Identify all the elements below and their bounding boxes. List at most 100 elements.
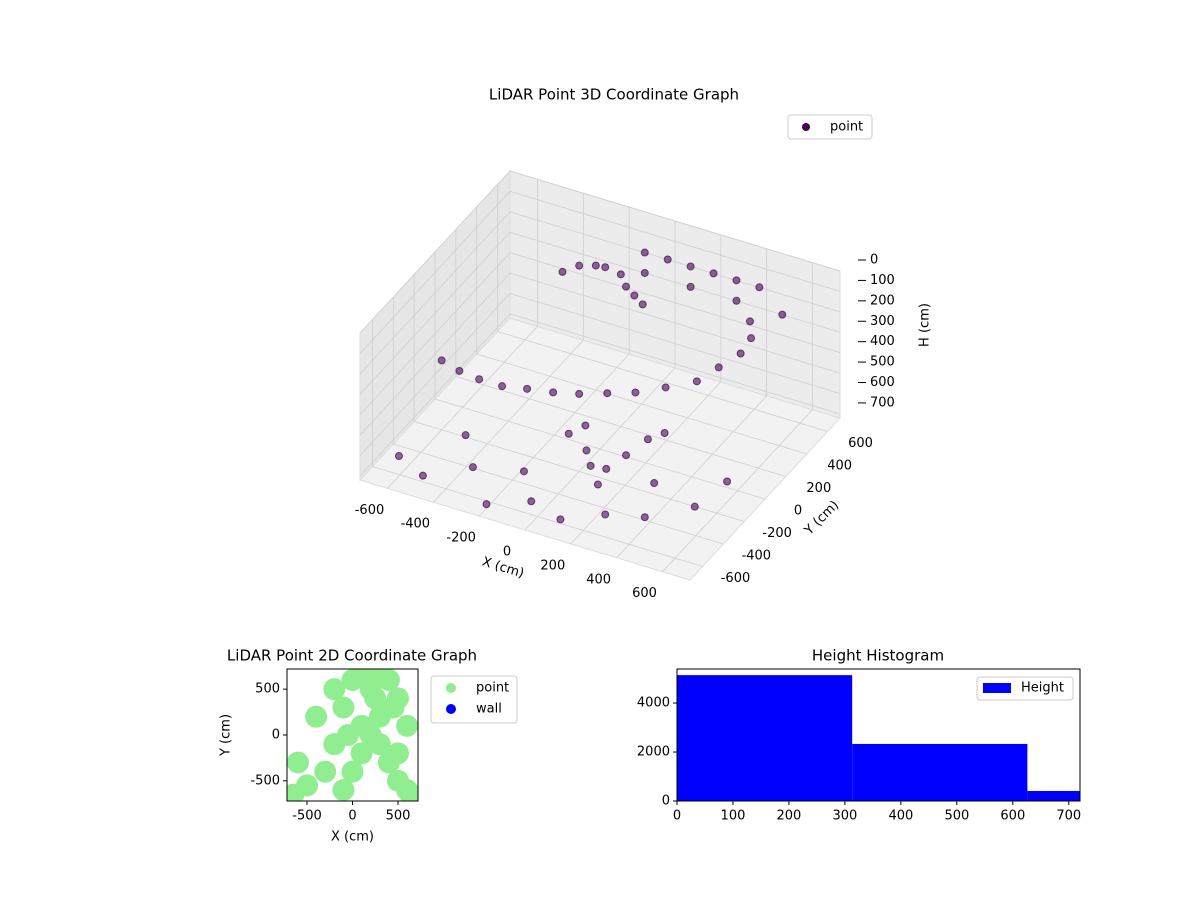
grid-line [359,313,511,477]
data-point [736,349,745,358]
data-point [332,696,355,719]
legend-box [787,114,873,140]
legend-marker [446,704,456,714]
data-point [586,461,595,470]
z-tick-label: 100 [870,273,895,288]
data-point [602,464,611,473]
data-point [638,300,647,309]
data-point [640,248,649,257]
data-point [732,276,741,285]
legend-marker [446,683,456,693]
data-point [723,477,732,486]
grid-line [509,211,841,313]
data-point [640,268,649,277]
y-tick-label: 4000 [637,696,670,711]
z-tick-label: 300 [870,314,895,329]
grid-line [434,398,766,500]
grid-line [359,170,511,334]
data-point [603,389,612,398]
legend-label: wall [476,702,502,717]
x-tick-label: 400 [586,572,611,587]
grid-line [509,191,841,292]
data-point [640,513,649,522]
data-point [437,356,446,365]
grid-line [359,252,511,415]
grid-line [359,231,511,395]
data-point [455,366,464,375]
data-point [305,705,328,728]
grid-line [497,331,828,432]
axes-3d [359,169,866,581]
x-tick-label: 200 [540,558,565,573]
data-point [341,760,364,783]
data-point [364,687,387,710]
grid-line [414,421,745,522]
data-point [643,435,652,444]
data-point [527,497,536,506]
data-point [601,510,610,519]
data-point [591,261,600,270]
data-point [461,431,470,440]
data-point [394,452,403,461]
bar [1027,790,1080,801]
legend-label: Height [1021,681,1064,696]
z-tick-label: 500 [870,355,895,370]
x-tick-label: 300 [833,809,858,824]
y-axis-label: Y (cm) [801,498,842,539]
data-point [396,779,418,801]
x-tick-label: 600 [632,586,657,601]
data-point [350,742,373,765]
x-axis-label: X (cm) [331,830,374,845]
data-point [732,296,741,305]
y-tick-label: -500 [250,773,280,788]
data-point [549,388,558,397]
z-tick-label: 400 [870,334,895,349]
grid-line [509,313,841,415]
data-point [296,774,319,797]
data-point [630,291,639,300]
y-tick-label: 0 [272,728,280,743]
data-point [556,515,565,524]
data-point [558,267,567,276]
grid-line [372,466,703,567]
grid-line [455,376,786,477]
y-tick-label: -600 [721,571,751,586]
data-point [482,500,491,509]
data-point [396,714,418,737]
data-point [323,678,346,701]
data-point [714,363,723,372]
z-tick-label: 0 [870,253,878,268]
grid-line [393,443,724,545]
data-point [468,463,477,472]
data-point [692,377,701,386]
data-point [746,317,754,326]
x-tick-label: 700 [1056,809,1081,824]
data-point [314,760,337,783]
z-tick-label: 600 [870,375,895,390]
x-tick-label: -600 [355,503,385,518]
data-point [475,375,484,384]
data-point [690,502,699,511]
grid-line [509,293,841,394]
data-point [601,263,610,272]
x-tick-label: 500 [386,809,411,824]
data-point [382,696,405,719]
y-tick-label: -200 [762,526,792,541]
data-point [582,446,591,455]
x-tick-label: -400 [401,517,431,532]
z-axis-label: H (cm) [918,303,933,347]
data-point [622,282,631,291]
y-tick-label: 400 [827,459,852,474]
legend-label: point [476,681,509,696]
x-tick-label: -200 [446,531,476,546]
legend-box [976,676,1074,701]
y-tick-label: 0 [794,504,802,519]
chart-title: LiDAR Point 2D Coordinate Graph [227,647,477,665]
data-point [336,724,359,746]
chart-title: Height Histogram [812,647,944,665]
y-tick-label: 500 [255,682,280,697]
data-point [523,384,532,393]
grid-line [359,191,511,354]
bar [677,675,853,801]
x-tick-label: 0 [348,809,356,824]
